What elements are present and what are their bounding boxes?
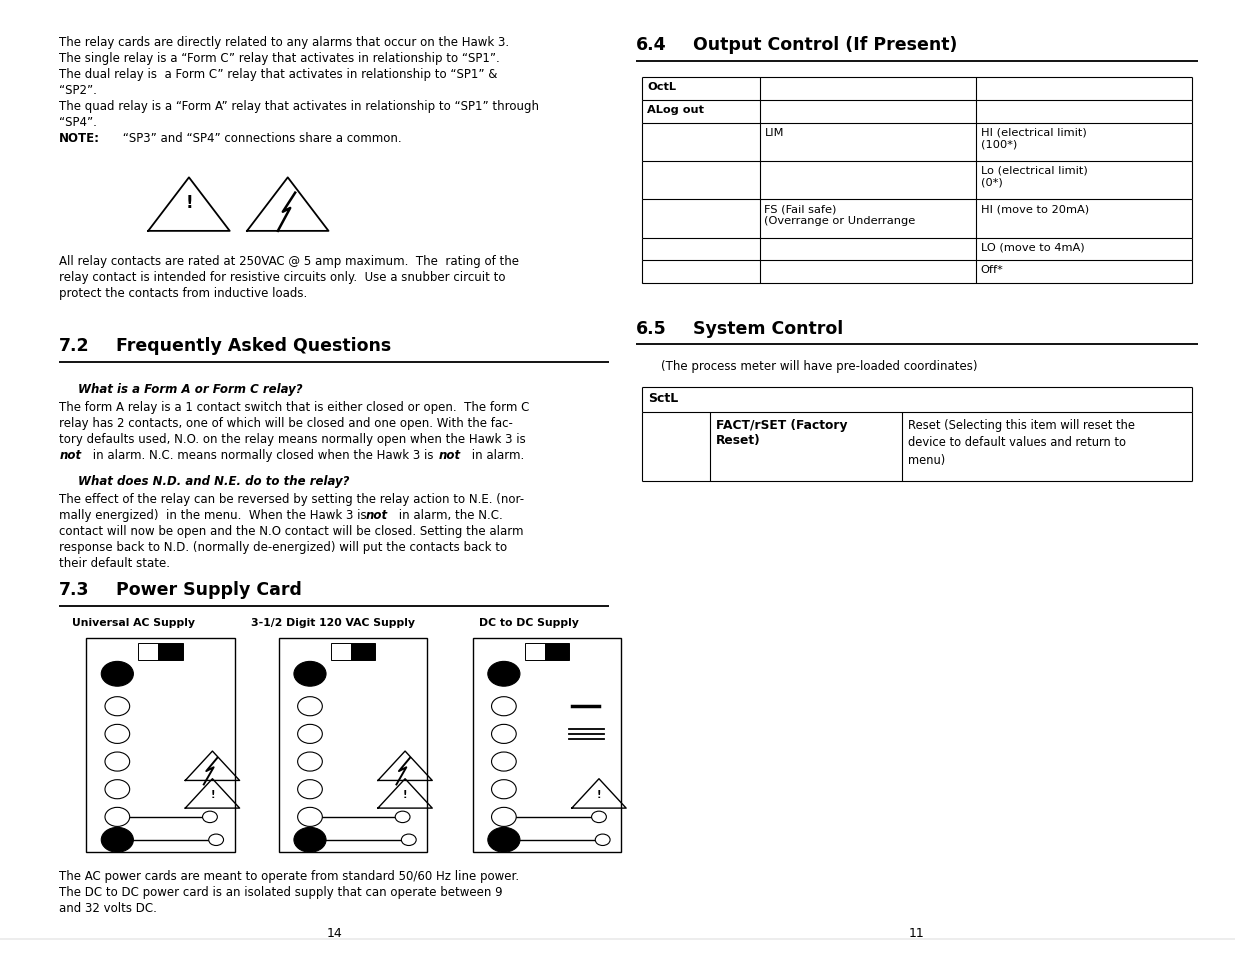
Text: 6.4: 6.4 [636, 36, 667, 54]
Text: HI (move to 20mA): HI (move to 20mA) [981, 204, 1089, 213]
Circle shape [105, 780, 130, 799]
Text: Output Control (If Present): Output Control (If Present) [693, 36, 957, 54]
Text: FACT/rSET (Factory
Reset): FACT/rSET (Factory Reset) [716, 418, 847, 446]
Text: 11: 11 [909, 926, 925, 940]
Text: The effect of the relay can be reversed by setting the relay action to N.E. (nor: The effect of the relay can be reversed … [59, 493, 525, 506]
Text: in alarm, the N.C.: in alarm, the N.C. [395, 509, 503, 521]
Text: Lo (electrical limit)
(0*): Lo (electrical limit) (0*) [981, 166, 1087, 188]
Bar [473, 638, 621, 852]
Text: The dual relay is  a Form C” relay that activates in relationship to “SP1” &: The dual relay is a Form C” relay that a… [59, 69, 498, 81]
Text: All relay contacts are rated at 250VAC @ 5 amp maximum.  The  rating of the: All relay contacts are rated at 250VAC @… [59, 254, 519, 268]
Text: 6.5: 6.5 [636, 319, 667, 337]
Circle shape [105, 752, 130, 771]
Circle shape [488, 827, 520, 852]
Text: SctL: SctL [648, 392, 678, 405]
Text: Universal AC Supply: Universal AC Supply [72, 617, 195, 627]
Text: not: not [438, 449, 461, 461]
Text: OctL: OctL [647, 82, 676, 91]
Text: !: ! [597, 790, 601, 800]
Text: Off*: Off* [981, 265, 1003, 274]
Text: relay contact is intended for resistive circuits only.  Use a snubber circuit to: relay contact is intended for resistive … [59, 271, 506, 283]
Text: LO (move to 4mA): LO (move to 4mA) [981, 242, 1084, 252]
Text: “SP4”.: “SP4”. [59, 116, 98, 130]
Circle shape [203, 811, 217, 822]
Text: The DC to DC power card is an isolated supply that can operate between 9: The DC to DC power card is an isolated s… [59, 885, 503, 899]
Text: What is a Form A or Form C relay?: What is a Form A or Form C relay? [78, 382, 303, 395]
Text: Power Supply Card: Power Supply Card [116, 580, 303, 598]
Circle shape [595, 834, 610, 845]
Bar [279, 638, 427, 852]
Circle shape [105, 807, 130, 826]
Text: FS (Fail safe)
(Overrange or Underrange: FS (Fail safe) (Overrange or Underrange [764, 204, 915, 226]
Text: ALog out: ALog out [647, 105, 704, 114]
Text: The single relay is a “Form C” relay that activates in relationship to “SP1”.: The single relay is a “Form C” relay tha… [59, 52, 500, 65]
Text: their default state.: their default state. [59, 557, 170, 570]
Text: not: not [366, 509, 388, 521]
Circle shape [592, 811, 606, 822]
Text: 7.3: 7.3 [59, 580, 90, 598]
Text: HI (electrical limit)
(100*): HI (electrical limit) (100*) [981, 128, 1087, 150]
Circle shape [298, 697, 322, 716]
Circle shape [492, 724, 516, 743]
Text: The relay cards are directly related to any alarms that occur on the Hawk 3.: The relay cards are directly related to … [59, 36, 509, 50]
Bar [351, 643, 375, 660]
Text: 7.2: 7.2 [59, 336, 90, 355]
Circle shape [492, 752, 516, 771]
Text: contact will now be open and the N.O contact will be closed. Setting the alarm: contact will now be open and the N.O con… [59, 525, 524, 537]
Circle shape [101, 661, 133, 686]
Text: The quad relay is a “Form A” relay that activates in relationship to “SP1” throu: The quad relay is a “Form A” relay that … [59, 100, 540, 113]
Bar [158, 643, 183, 660]
Text: mally energized)  in the menu.  When the Hawk 3 is: mally energized) in the menu. When the H… [59, 509, 374, 521]
Bar [331, 643, 351, 660]
Text: NOTE:: NOTE: [59, 132, 100, 145]
Circle shape [101, 827, 133, 852]
Bar [545, 643, 569, 660]
Text: 3-1/2 Digit 120 VAC Supply: 3-1/2 Digit 120 VAC Supply [251, 617, 415, 627]
Circle shape [401, 834, 416, 845]
Circle shape [488, 661, 520, 686]
Circle shape [395, 811, 410, 822]
Text: The AC power cards are meant to operate from standard 50/60 Hz line power.: The AC power cards are meant to operate … [59, 869, 520, 882]
Text: in alarm. N.C. means normally closed when the Hawk 3 is: in alarm. N.C. means normally closed whe… [89, 449, 437, 461]
Text: LIM: LIM [764, 128, 784, 137]
Text: DC to DC Supply: DC to DC Supply [479, 617, 579, 627]
Bar [86, 638, 235, 852]
Text: (The process meter will have pre-loaded coordinates): (The process meter will have pre-loaded … [661, 359, 977, 373]
Text: relay has 2 contacts, one of which will be closed and one open. With the fac-: relay has 2 contacts, one of which will … [59, 416, 514, 430]
Circle shape [298, 807, 322, 826]
Text: not: not [59, 449, 82, 461]
Text: and 32 volts DC.: and 32 volts DC. [59, 902, 157, 915]
Circle shape [298, 724, 322, 743]
Circle shape [492, 780, 516, 799]
Text: 14: 14 [326, 926, 342, 940]
Text: Frequently Asked Questions: Frequently Asked Questions [116, 336, 391, 355]
Circle shape [492, 807, 516, 826]
Text: “SP3” and “SP4” connections share a common.: “SP3” and “SP4” connections share a comm… [119, 132, 401, 145]
Text: The form A relay is a 1 contact switch that is either closed or open.  The form : The form A relay is a 1 contact switch t… [59, 400, 530, 414]
Text: in alarm.: in alarm. [468, 449, 525, 461]
Text: !: ! [403, 790, 408, 800]
Circle shape [492, 697, 516, 716]
Text: !: ! [185, 193, 193, 212]
Bar [525, 643, 545, 660]
Circle shape [209, 834, 224, 845]
Text: tory defaults used, N.O. on the relay means normally open when the Hawk 3 is: tory defaults used, N.O. on the relay me… [59, 433, 526, 446]
Text: response back to N.D. (normally de-energized) will put the contacts back to: response back to N.D. (normally de-energ… [59, 540, 508, 554]
Text: protect the contacts from inductive loads.: protect the contacts from inductive load… [59, 287, 308, 299]
Circle shape [105, 724, 130, 743]
Text: “SP2”.: “SP2”. [59, 84, 98, 97]
Circle shape [294, 827, 326, 852]
Text: What does N.D. and N.E. do to the relay?: What does N.D. and N.E. do to the relay? [78, 475, 350, 487]
Bar [138, 643, 158, 660]
Text: Reset (Selecting this item will reset the
device to default values and return to: Reset (Selecting this item will reset th… [908, 418, 1135, 466]
Circle shape [298, 780, 322, 799]
Circle shape [294, 661, 326, 686]
Circle shape [298, 752, 322, 771]
Circle shape [105, 697, 130, 716]
Text: System Control: System Control [693, 319, 844, 337]
Text: !: ! [210, 790, 215, 800]
